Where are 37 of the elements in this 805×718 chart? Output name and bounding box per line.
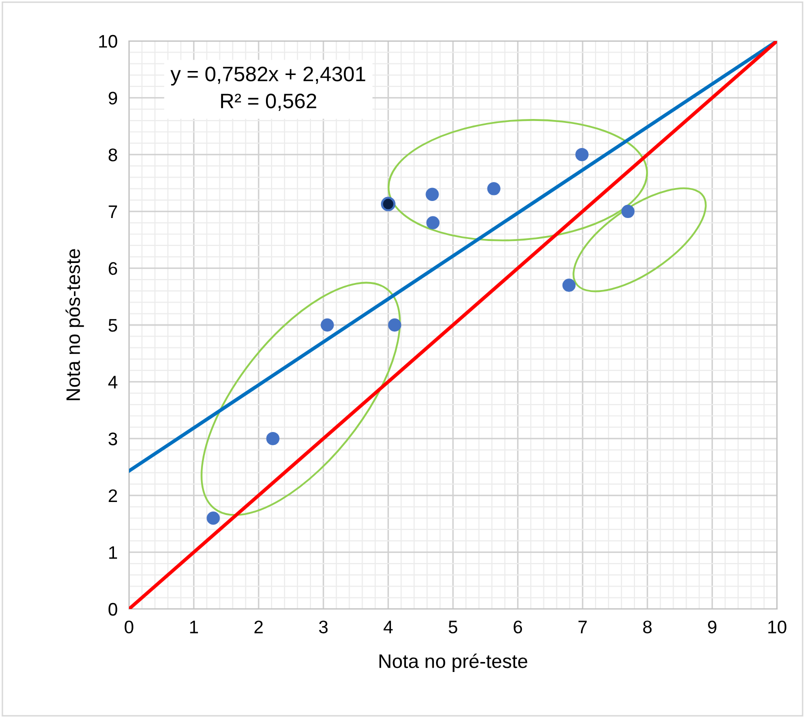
- point: [575, 148, 589, 162]
- point: [388, 318, 402, 332]
- x-tick-label: 7: [578, 620, 587, 634]
- point: [320, 318, 334, 332]
- y-tick-label: 2: [108, 489, 117, 502]
- y-axis-title: Nota no pós-teste: [66, 249, 84, 400]
- y-tick-label: 4: [108, 376, 118, 388]
- y-tick-label: 9: [108, 92, 118, 105]
- point: [206, 512, 220, 525]
- point: [426, 188, 439, 201]
- x-axis-title: Nota no pré-teste: [379, 654, 528, 672]
- x-tick-label: 1: [190, 620, 198, 634]
- y-tick-label: 3: [108, 432, 118, 446]
- point: [562, 278, 576, 292]
- point: [380, 196, 396, 212]
- point: [266, 432, 280, 446]
- point: [487, 182, 500, 196]
- x-tick-label: 4: [384, 620, 393, 634]
- point: [621, 204, 635, 218]
- x-tick-label: 6: [514, 620, 522, 634]
- point: [426, 216, 440, 230]
- x-tick-label: 0: [124, 620, 134, 634]
- annotation: R² = 0,562: [221, 94, 316, 111]
- x-tick-label: 8: [643, 620, 652, 634]
- y-tick-label: 5: [108, 319, 118, 332]
- y-tick-label: 0: [108, 602, 118, 616]
- x-tick-label: 9: [708, 620, 716, 634]
- x-tick-label: 5: [448, 620, 458, 634]
- x-tick-label: 2: [254, 620, 263, 634]
- y-tick-label: 7: [108, 206, 117, 218]
- y-tick-label: 8: [108, 148, 118, 162]
- x-tick-label: 3: [319, 620, 328, 634]
- y-tick-label: 6: [108, 262, 118, 275]
- annotation: y = 0,7582x + 2,4301: [170, 66, 366, 86]
- y-tick-label: 1: [109, 546, 118, 559]
- x-tick-label: 10: [768, 620, 786, 634]
- y-tick-label: 10: [99, 34, 118, 48]
